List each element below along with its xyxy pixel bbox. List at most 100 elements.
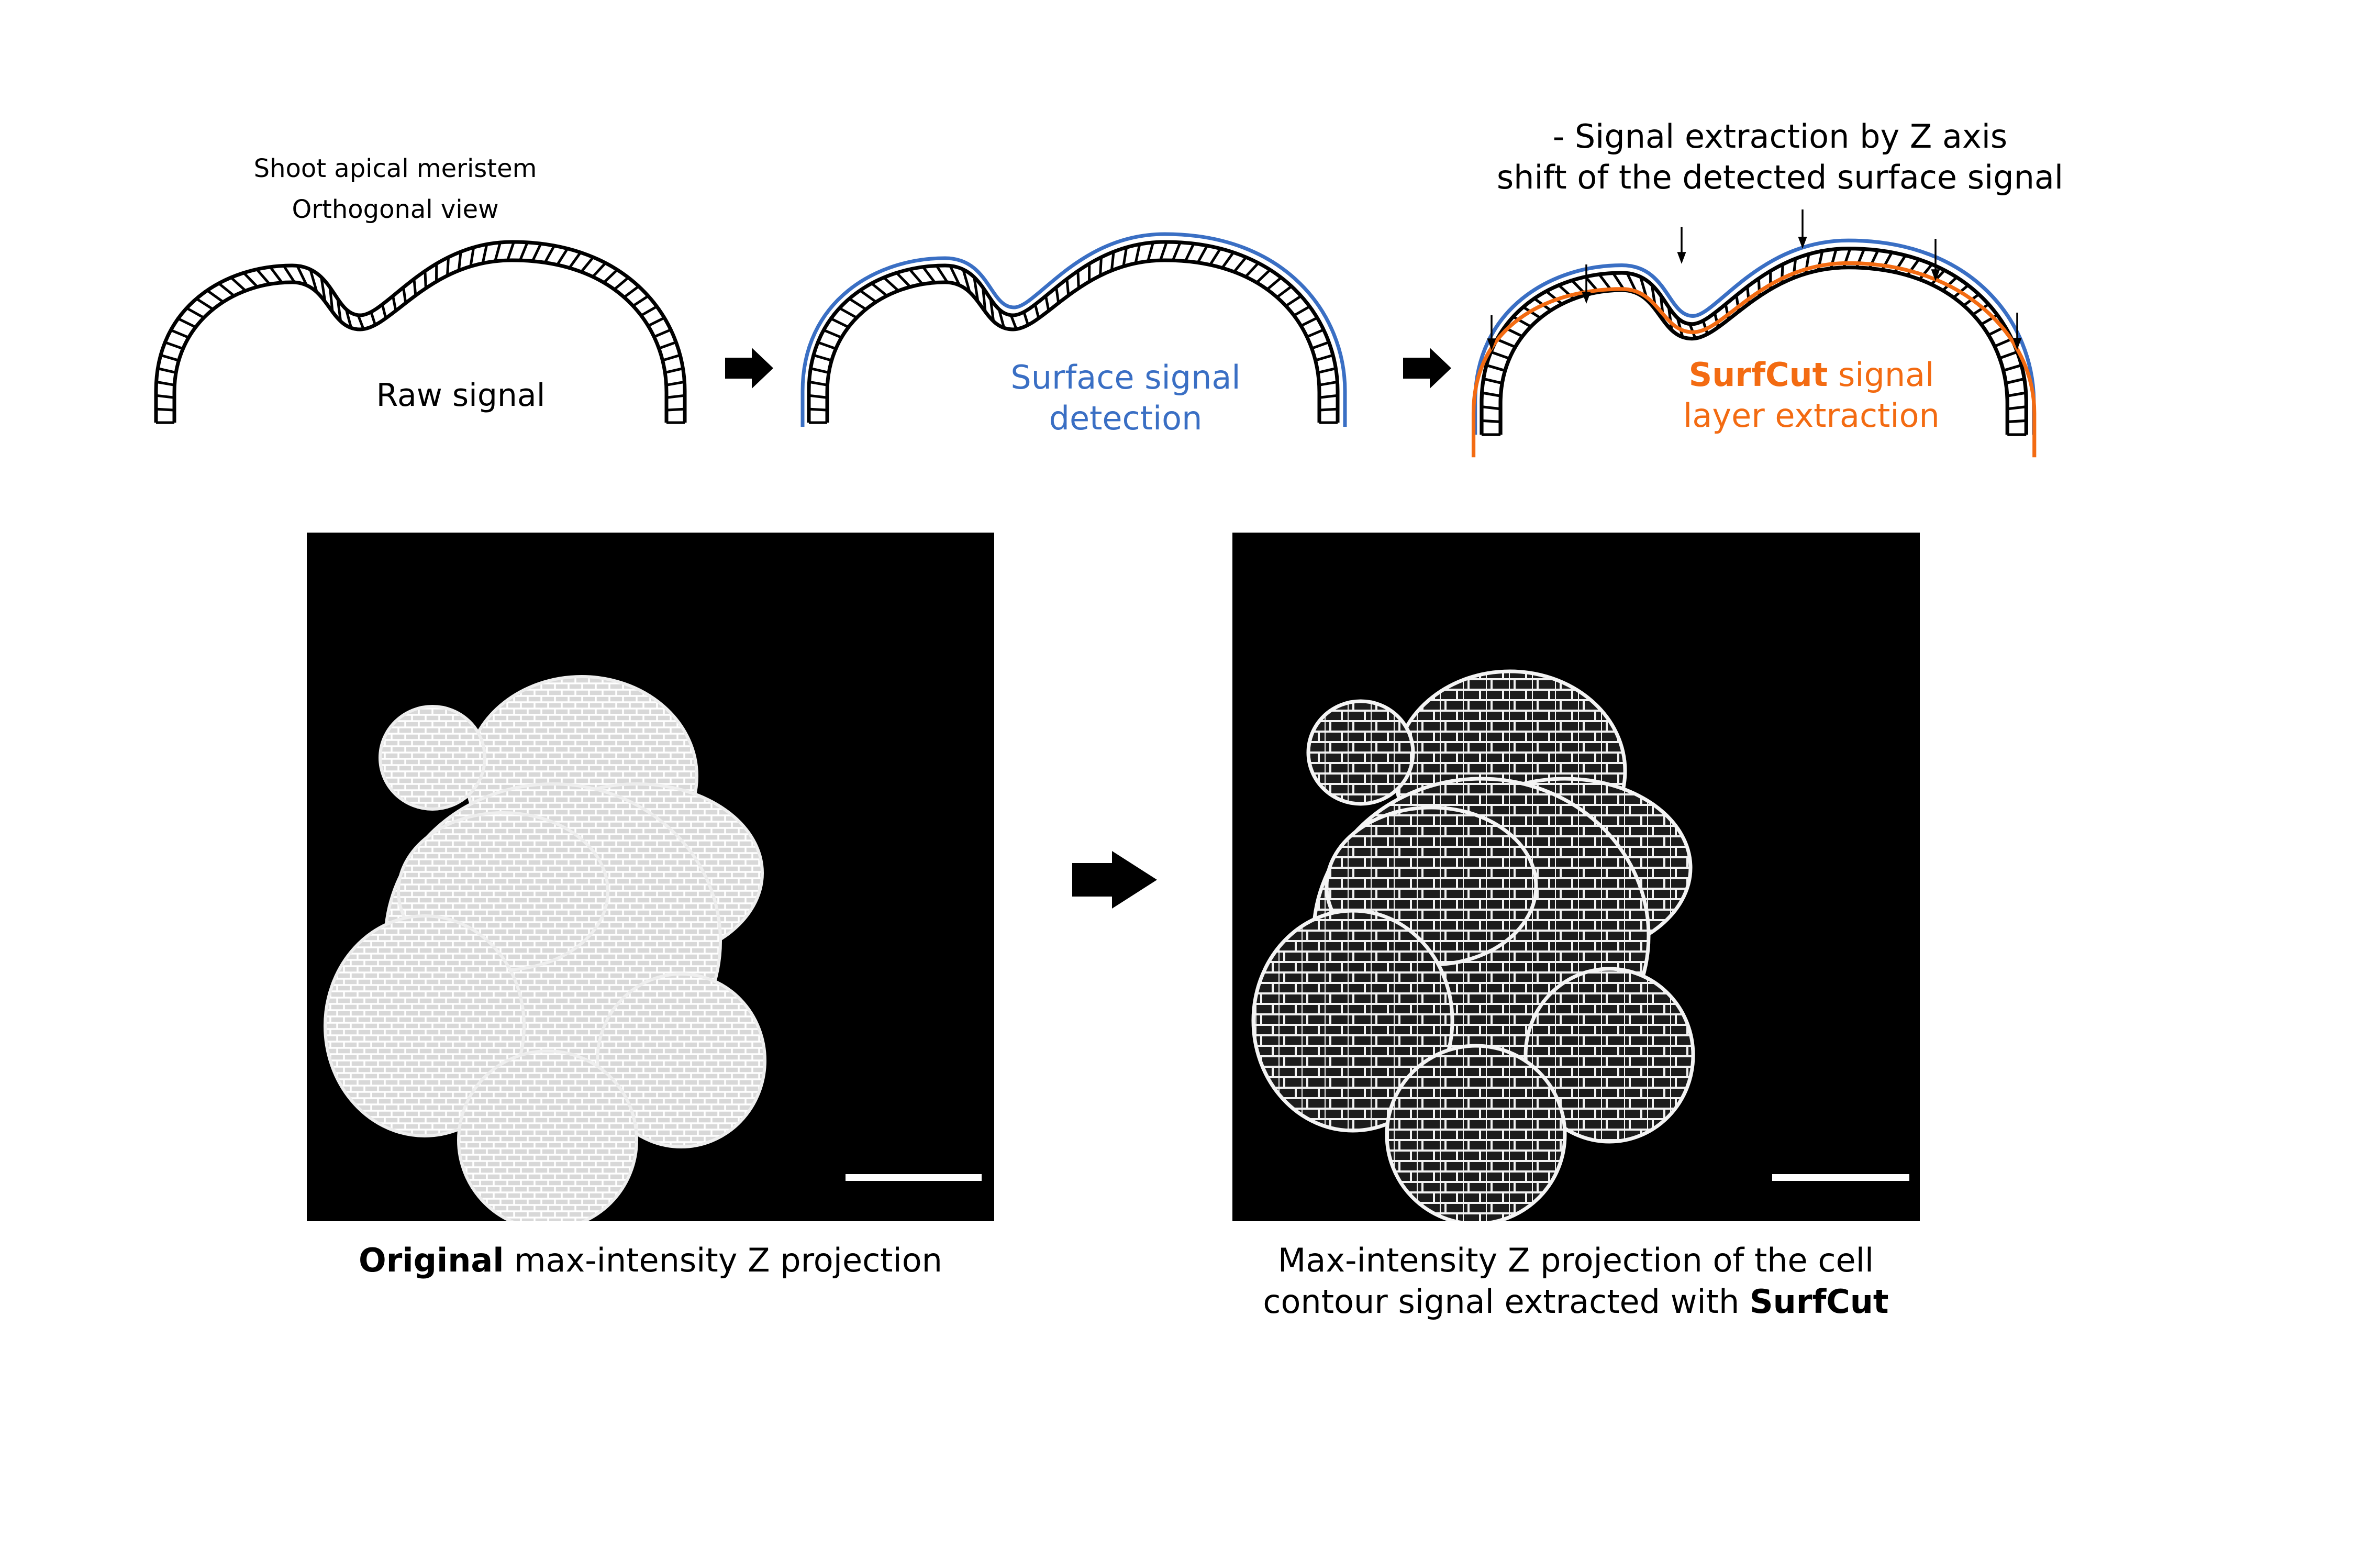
cell-wall [830, 317, 849, 328]
arrow-down-icon [1931, 239, 1940, 281]
cell-wall [1221, 251, 1235, 269]
z-shift-note-line1: - Signal extraction by Z axis [1552, 117, 2008, 156]
cell-wall [155, 407, 175, 412]
cell-wall [1486, 363, 1506, 372]
cell-wall [1319, 394, 1338, 399]
cell-wall [1481, 419, 1501, 423]
cell-wall [1482, 391, 1501, 397]
surfcut-brand: SurfCut [1688, 356, 1828, 394]
cell-wall [1942, 276, 1958, 292]
cell-wall [949, 265, 961, 286]
cell-wall [1311, 341, 1330, 350]
surfcut-caption-bold: SurfCut [1749, 1282, 1889, 1321]
cell-wall [1171, 241, 1182, 261]
cell-wall [823, 328, 842, 339]
cell-wall [603, 269, 618, 284]
cell-wall [839, 307, 858, 319]
cell-wall [1134, 244, 1141, 264]
cell-wall [1276, 285, 1293, 298]
cell-wall [883, 277, 899, 292]
surfcut-label-rest: signal [1828, 356, 1934, 394]
tissue-region [457, 1049, 638, 1221]
tissue-region [379, 705, 486, 811]
cell-wall [666, 407, 685, 412]
cell-wall [357, 314, 365, 330]
z-shift-note-line2: shift of the detected surface signal [1496, 158, 2064, 196]
cell-wall [309, 269, 318, 293]
cell-wall [336, 298, 342, 322]
arrow-down-icon [2012, 313, 2022, 350]
cell-wall [1159, 241, 1168, 261]
cell-wall [156, 380, 175, 386]
cell-wall [613, 277, 629, 291]
cell-wall [962, 269, 971, 293]
cell-wall [206, 289, 224, 303]
cell-wall [446, 257, 450, 276]
scale-bar [1772, 1174, 1909, 1181]
arrow-down-icon [1487, 315, 1496, 350]
cell-wall [1319, 380, 1338, 386]
header-subtitle: Orthogonal view [292, 195, 499, 224]
cell-walls [808, 241, 1338, 424]
cell-wall [908, 268, 924, 285]
cell-wall [481, 244, 488, 264]
cell-wall [469, 247, 475, 267]
arrow-right-icon [725, 348, 773, 389]
cell-wall [981, 287, 987, 312]
cell-wall [1481, 405, 1501, 411]
cell-wall [973, 277, 980, 302]
cell-wall [1033, 304, 1040, 319]
meristem-surfcut-extraction [1471, 238, 2037, 458]
cell-wall [1483, 377, 1503, 385]
cell-wall [1930, 269, 1946, 285]
surface-detection-line1: Surface signal [1010, 358, 1241, 396]
header-title: Shoot apical meristem [253, 154, 537, 183]
cell-wall [186, 307, 205, 319]
cell-wall [269, 266, 283, 284]
cell-wall [1099, 257, 1103, 276]
cell-wall [1667, 306, 1673, 331]
cell-wall [1055, 287, 1060, 304]
cell-wall [808, 407, 828, 412]
tissue-region [1523, 967, 1695, 1144]
surfcut-extraction-label: SurfCut signal layer extraction [1612, 355, 2010, 436]
tissue-region [1385, 1044, 1567, 1221]
cell-wall [1300, 316, 1318, 327]
cell-wall [632, 295, 649, 307]
cell-wall [1244, 262, 1260, 278]
cell-wall [808, 394, 828, 399]
cell-wall [662, 353, 681, 362]
cell-wall [160, 353, 180, 362]
cell-wall [1266, 277, 1282, 291]
cell-wall [218, 282, 235, 297]
original-caption: Original max-intensity Z projection [293, 1240, 1008, 1281]
cell-wall [518, 241, 529, 261]
cell-wall [1317, 367, 1337, 374]
tissue-region [1251, 909, 1454, 1133]
arrow-down-icon [1582, 264, 1591, 304]
cell-wall [556, 248, 569, 266]
cell-wall [1255, 269, 1271, 284]
cell-wall [328, 287, 334, 312]
surfcut-caption-line2: contour signal extracted with SurfCut [1204, 1281, 1948, 1323]
cell-wall [1233, 256, 1248, 273]
cell-wall [282, 265, 296, 283]
cell-wall [1713, 312, 1720, 328]
cell-wall [2007, 391, 2027, 397]
cell-wall [997, 308, 1006, 328]
cell-wall [543, 245, 555, 263]
cell-wall [1306, 328, 1325, 338]
cell-wall [1293, 305, 1310, 317]
cell-wall [922, 266, 936, 284]
cell-wall [813, 353, 832, 362]
cell-wall [1184, 243, 1195, 262]
cell-wall [2007, 419, 2027, 423]
z-shift-note: - Signal extraction by Z axis shift of t… [1414, 116, 2147, 197]
tissue-region [596, 972, 766, 1148]
cell-wall [1918, 263, 1933, 281]
cell-wall [1285, 295, 1302, 307]
cell-wall [424, 271, 427, 289]
cell-wall [255, 268, 271, 285]
cell-wall [157, 367, 176, 374]
cell-wall [592, 262, 607, 278]
